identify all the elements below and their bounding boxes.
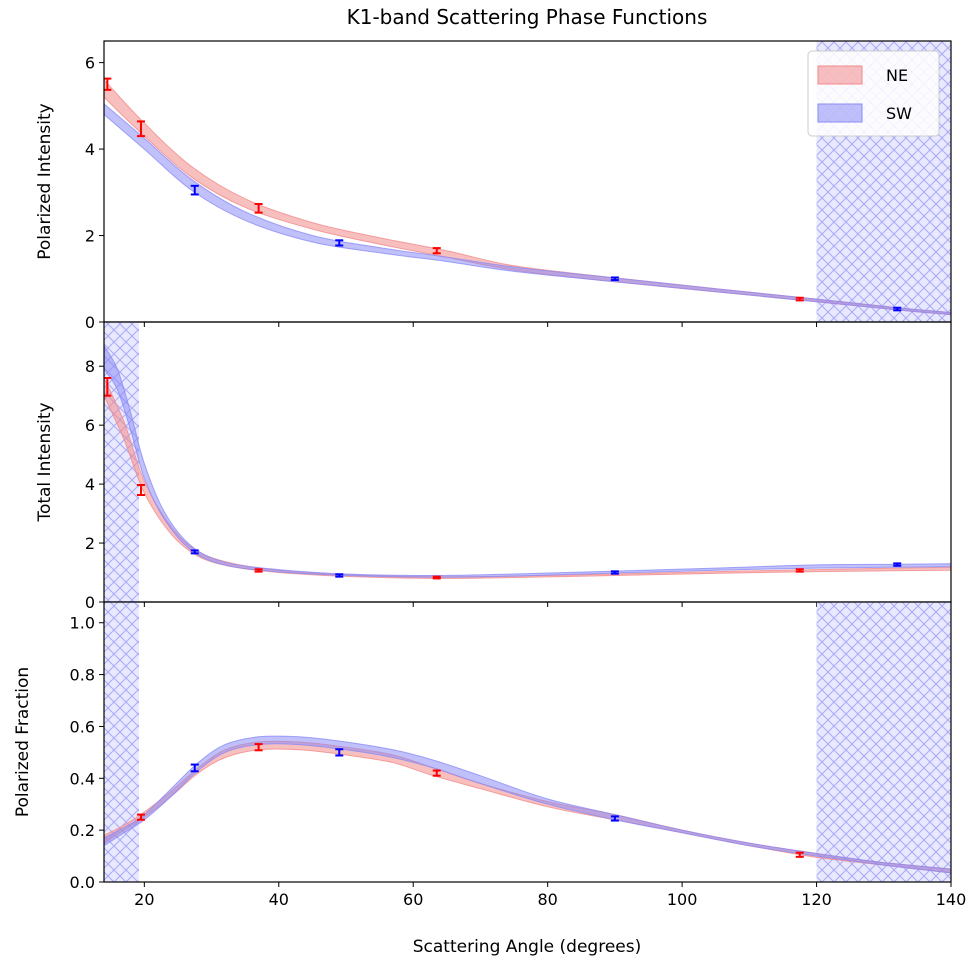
errorbar-ne (795, 568, 804, 573)
errorbar-ne (136, 813, 145, 821)
y-tick-label: 2 (85, 534, 95, 553)
excluded-region-hatch (816, 602, 951, 882)
panel-frame (103, 601, 952, 883)
y-tick-label: 1.0 (70, 614, 95, 633)
errorbar-ne (136, 483, 145, 497)
errorbar-sw (893, 306, 902, 312)
panel-3: 0.0 0.2 0.4 0.6 0.8 1.0 Polarized Fraction 20 40… (13, 601, 967, 909)
legend-sw-swatch (817, 103, 863, 123)
y-tick-label: 4 (85, 475, 95, 494)
errorbar-ne (254, 743, 263, 752)
x-tick-label: 80 (537, 890, 557, 909)
errorbar-ne (104, 77, 112, 91)
errorbar-sw (610, 276, 619, 282)
panels: 0 2 4 6 Polarized Intensity 0 2 4 6 8 Total Intens… (13, 40, 967, 909)
x-tick-label: 100 (667, 890, 698, 909)
x-axis-label: Scattering Angle (degrees) (413, 937, 642, 957)
panel-frame (103, 321, 952, 603)
errorbar-ne (432, 769, 441, 777)
y-tick-label: 0 (85, 313, 95, 332)
x-tick-label: 20 (134, 890, 154, 909)
errorbar-ne (254, 202, 263, 214)
y-tick-label: 0.6 (70, 717, 95, 736)
y-axis-label: Polarized Intensity (35, 103, 55, 259)
plot-area (104, 602, 951, 882)
errorbar-ne (432, 247, 441, 255)
x-tick-label: 140 (936, 890, 967, 909)
errorbar-ne (254, 568, 263, 573)
band-ne (104, 377, 951, 579)
band-ne (104, 79, 951, 316)
panel-2: 0 2 4 6 8 Total Intensity (35, 321, 952, 612)
errorbar-sw (190, 549, 199, 555)
y-tick-label: 0.0 (70, 873, 95, 892)
x-tick-label: 120 (801, 890, 832, 909)
errorbar-sw (335, 573, 344, 578)
y-tick-label: 4 (85, 140, 95, 159)
y-axis-label: Polarized Fraction (13, 667, 33, 817)
y-axis-label: Total Intensity (35, 402, 55, 522)
errorbar-sw (335, 748, 344, 757)
legend-ne-label: NE (886, 66, 908, 85)
legend-ne-swatch (817, 65, 863, 85)
x-tick-label: 40 (269, 890, 289, 909)
y-tick-label: 0.4 (70, 769, 95, 788)
y-tick-label: 0.2 (70, 821, 95, 840)
errorbar-ne (104, 377, 112, 397)
legend: NE SW (807, 50, 940, 137)
legend-sw-label: SW (886, 104, 912, 123)
y-tick-label: 0 (85, 593, 95, 612)
y-tick-label: 0.8 (70, 666, 95, 685)
y-tick-label: 8 (85, 357, 95, 376)
band-sw (104, 344, 951, 578)
errorbar-sw (190, 763, 199, 773)
errorbar-ne (432, 575, 441, 580)
errorbar-ne (795, 851, 804, 858)
chart-title: K1-band Scattering Phase Functions (347, 5, 708, 29)
y-tick-label: 6 (85, 416, 95, 435)
y-tick-label: 2 (85, 227, 95, 246)
errorbar-sw (610, 570, 619, 575)
errorbar-sw (610, 815, 619, 822)
y-tick-label: 6 (85, 54, 95, 73)
errorbar-sw (190, 184, 199, 196)
legend-box (807, 50, 940, 137)
errorbar-ne (795, 296, 804, 302)
x-tick-label: 60 (403, 890, 423, 909)
plot-area (104, 322, 951, 602)
errorbar-ne (136, 120, 145, 138)
errorbar-sw (335, 239, 344, 247)
errorbar-sw (893, 562, 902, 567)
